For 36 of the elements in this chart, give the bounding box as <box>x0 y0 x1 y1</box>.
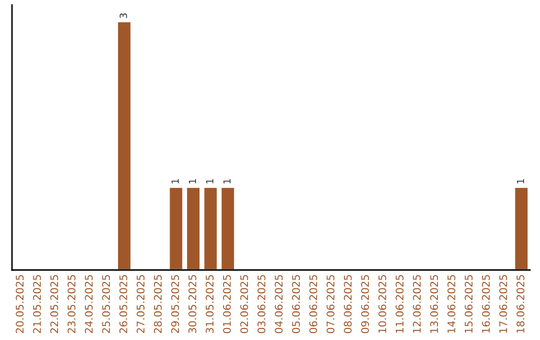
x-tick-label: 29.05.2025 <box>171 275 180 334</box>
x-tick-label: 10.06.2025 <box>378 275 386 333</box>
data-label: 1 <box>223 179 231 184</box>
data-label: 1 <box>172 179 179 184</box>
x-tick-label: 31.05.2025 <box>206 275 214 334</box>
x-tick-label: 05.06.2025 <box>292 275 300 334</box>
x-tick-label: 13.06.2025 <box>430 275 438 333</box>
x-tick-label: 03.06.2025 <box>258 275 266 334</box>
x-tick-label: 26.05.2025 <box>119 275 128 334</box>
x-tick-label: 27.05.2025 <box>136 275 145 334</box>
x-tick-label: 02.06.2025 <box>240 275 248 334</box>
data-label: 1 <box>188 179 196 184</box>
x-tick-label: 07.06.2025 <box>326 275 334 334</box>
data-label: 1 <box>206 179 214 184</box>
x-tick-label: 23.05.2025 <box>68 275 76 334</box>
x-tick-label: 21.05.2025 <box>33 275 41 334</box>
data-label: 3 <box>120 13 128 18</box>
x-tick-label: 14.06.2025 <box>447 275 456 333</box>
data-label: 1 <box>516 179 524 184</box>
x-tick-label: 08.06.2025 <box>344 275 352 334</box>
x-tick-label: 18.06.2025 <box>516 275 524 333</box>
x-tick-label: 30.05.2025 <box>188 275 196 334</box>
x-tick-label: 24.05.2025 <box>84 275 93 334</box>
x-tick-label: 25.05.2025 <box>102 275 110 334</box>
x-tick-label: 12.06.2025 <box>412 275 421 333</box>
x-tick-label: 22.05.2025 <box>50 275 58 334</box>
x-tick-label: 09.06.2025 <box>361 275 369 334</box>
x-tick-label: 04.06.2025 <box>274 275 283 334</box>
x-tick-label: 01.06.2025 <box>222 275 231 334</box>
x-tick-label: 16.06.2025 <box>482 275 490 333</box>
x-tick-label: 17.06.2025 <box>499 275 508 333</box>
x-tick-label: 15.06.2025 <box>464 275 473 333</box>
x-tick-label: 11.06.2025 <box>396 275 404 333</box>
x-tick-label: 06.06.2025 <box>309 275 318 334</box>
x-tick-label: 28.05.2025 <box>154 275 162 334</box>
x-tick-label: 20.05.2025 <box>16 275 24 334</box>
